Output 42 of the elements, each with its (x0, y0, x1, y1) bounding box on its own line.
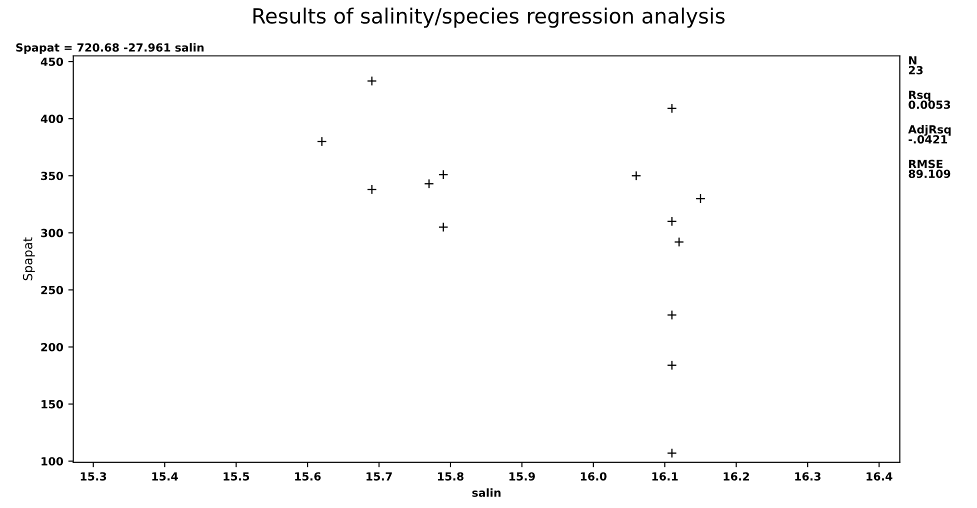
point (666, 448, 677, 458)
y-tick-label: 350 (41, 172, 64, 180)
x-axis-title: salin (472, 488, 500, 497)
point (366, 76, 377, 86)
point (666, 216, 677, 226)
x-tick-label: 15.9 (509, 472, 535, 481)
x-tick-label: 15.3 (80, 472, 106, 481)
y-tick-label: 100 (42, 457, 64, 466)
x-tick-label: 15.5 (224, 472, 250, 481)
chart-title: Results of salinity/species regression analysis (253, 8, 725, 28)
y-tick-label: 450 (40, 58, 64, 66)
y-tick-label: 150 (42, 400, 64, 408)
x-tick-label: 15.8 (438, 472, 464, 481)
y-tick-label: 400 (40, 114, 64, 124)
x-tick-label: 15.6 (295, 472, 321, 481)
point (424, 178, 434, 189)
point (631, 170, 642, 181)
point (666, 310, 677, 320)
text: N 23 (908, 56, 923, 74)
x-tick-label: 16.2 (724, 472, 749, 481)
point (366, 184, 377, 194)
point (666, 360, 677, 370)
point (316, 136, 327, 147)
point (438, 222, 448, 232)
text: AdjRsq -.0421 (908, 124, 951, 144)
point (438, 170, 448, 180)
text: Rsq 0.0053 (908, 90, 950, 109)
text: RMSE 89.109 (908, 160, 950, 178)
text: Spapat = 720.68 -27.961 salin (16, 43, 204, 54)
x-tick-label: 15.7 (366, 472, 392, 481)
y-tick-label: 300 (41, 228, 64, 238)
x-tick-label: 16.3 (795, 472, 820, 481)
y-tick-label: 200 (41, 342, 64, 352)
point (695, 194, 706, 204)
y-tick-label: 250 (41, 286, 64, 294)
y-axis-title: Spapat (22, 237, 35, 280)
x-tick-label: 16.0 (580, 472, 607, 481)
x-tick-label: 16.1 (652, 472, 678, 481)
point (666, 103, 677, 114)
x-tick-label: 15.4 (152, 472, 178, 481)
point (674, 236, 684, 247)
x-tick-label: 16.4 (866, 472, 892, 481)
